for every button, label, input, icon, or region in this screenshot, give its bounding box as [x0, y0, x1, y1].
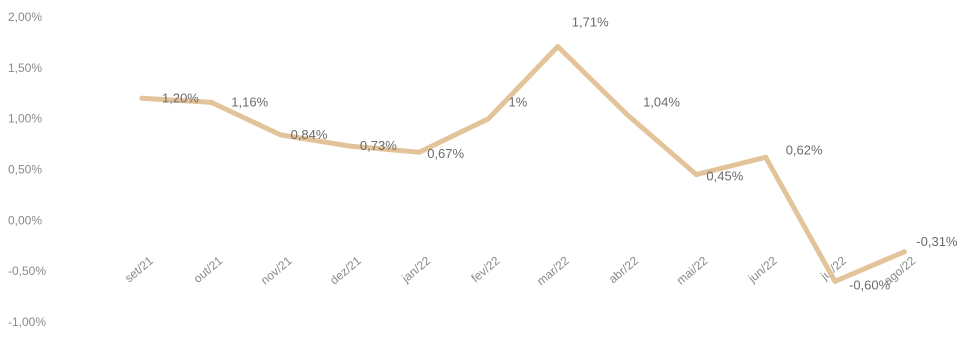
y-axis-ticks: 2,00% 1,50% 1,00% 0,50% 0,00% -0,50% -1,00%: [8, 10, 46, 329]
data-point: [139, 95, 145, 101]
data-point: [347, 143, 353, 149]
data-label: -0,60%: [849, 277, 891, 292]
data-point: [901, 249, 907, 255]
data-labels: 1,20% 1,16% 0,84% 0,73% 0,67% 1% 1,71% 1,04% 0,4…: [162, 14, 958, 292]
data-point: [693, 172, 699, 178]
data-label: 1,04%: [643, 95, 680, 110]
y-tick-label: 0,00%: [8, 213, 42, 227]
data-label: 1,16%: [231, 94, 268, 109]
data-point: [763, 154, 769, 160]
data-label: -0,31%: [916, 234, 958, 249]
y-tick-label: -0,50%: [8, 264, 46, 278]
data-label: 0,84%: [291, 127, 328, 142]
x-tick-label: set/21: [122, 253, 156, 285]
y-tick-label: 2,00%: [8, 10, 42, 24]
data-label: 1,20%: [162, 90, 199, 105]
y-tick-label: 1,50%: [8, 61, 42, 75]
data-point: [832, 278, 838, 284]
x-tick-label: jan/22: [398, 253, 433, 286]
series-line: [139, 44, 907, 284]
data-point: [208, 99, 214, 105]
data-point: [486, 116, 491, 122]
data-label: 1,71%: [572, 14, 609, 29]
data-label: 0,45%: [706, 169, 743, 184]
x-axis-ticks: set/21 out/21 nov/21 dez/21 jan/22 fev/22 mar/…: [122, 253, 919, 288]
y-tick-label: -1,00%: [8, 315, 46, 329]
x-tick-label: out/21: [191, 253, 226, 285]
x-tick-label: dez/21: [327, 253, 364, 287]
x-tick-label: mai/22: [674, 253, 711, 287]
x-tick-label: nov/21: [258, 253, 295, 287]
data-point: [624, 112, 630, 118]
series-group: [139, 43, 907, 284]
x-tick-label: abr/22: [606, 253, 641, 286]
x-tick-label: fev/22: [468, 253, 502, 285]
x-tick-label: mar/22: [534, 253, 572, 288]
y-tick-label: 1,00%: [8, 112, 42, 126]
data-point: [555, 43, 561, 49]
y-tick-label: 0,50%: [8, 163, 42, 177]
data-point: [278, 132, 284, 138]
x-tick-label: jun/22: [745, 253, 780, 286]
data-label: 0,67%: [427, 146, 464, 161]
data-label: 0,73%: [360, 138, 397, 153]
data-label: 1%: [509, 95, 528, 110]
data-label: 0,62%: [786, 142, 823, 157]
data-point: [416, 149, 422, 155]
